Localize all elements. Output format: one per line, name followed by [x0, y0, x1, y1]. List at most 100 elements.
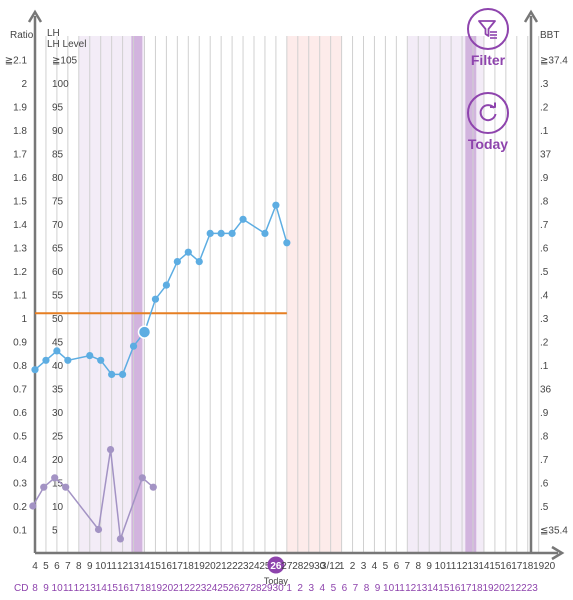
data-point — [42, 356, 50, 364]
x-date-label: 16 — [161, 561, 173, 572]
bbt-tick-label: .5 — [540, 502, 549, 513]
ratio-tick-label: ≧2.1 — [5, 56, 28, 67]
lh-tick-label: 65 — [52, 244, 64, 255]
data-point — [51, 474, 59, 482]
ratio-tick-label: 0.7 — [13, 385, 27, 396]
lh-tick-label: 10 — [52, 502, 64, 513]
ratio-tick-label: 0.9 — [13, 338, 27, 349]
bbt-tick-label: ≦35.4 — [540, 526, 568, 537]
data-point — [149, 483, 157, 491]
highlight-point — [137, 325, 152, 339]
cycle-day-label: 5 — [331, 583, 337, 594]
cycle-day-label: 18 — [140, 583, 152, 594]
cycle-day-label: 1 — [286, 583, 292, 594]
x-date-label: 9 — [87, 561, 93, 572]
ratio-tick-label: 0.1 — [13, 526, 27, 537]
x-date-label: 24 — [248, 561, 260, 572]
bbt-tick-label: .9 — [540, 173, 549, 184]
cd-label: CD — [14, 583, 28, 594]
lh-tick-label: 95 — [52, 103, 64, 114]
ratio-tick-label: 1.3 — [13, 244, 27, 255]
x-date-label: 26 — [270, 561, 282, 572]
cycle-day-label: 22 — [516, 583, 528, 594]
lh-tick-label: 50 — [52, 314, 64, 325]
data-point — [184, 248, 192, 256]
bbt-axis-arrow — [523, 9, 539, 23]
x-date-label: 22 — [227, 561, 239, 572]
lh-tick-label: 45 — [52, 338, 64, 349]
data-point — [64, 356, 72, 364]
data-point — [53, 347, 61, 355]
ratio-tick-label: 0.6 — [13, 408, 27, 419]
cycle-day-label: 17 — [129, 583, 141, 594]
x-date-label: 4 — [32, 561, 38, 572]
bbt-tick-label: .9 — [540, 408, 549, 419]
cycle-day-label: 18 — [471, 583, 483, 594]
ratio-tick-label: 0.8 — [13, 361, 27, 372]
x-date-label: 5 — [383, 561, 389, 572]
ratio-axis-title: Ratio — [10, 30, 34, 41]
cycle-day-label: 4 — [320, 583, 326, 594]
cycle-day-label: 6 — [342, 583, 348, 594]
x-date-label: 5 — [43, 561, 49, 572]
data-point — [228, 229, 236, 237]
ratio-tick-label: 1.7 — [13, 150, 27, 161]
x-date-label: 29 — [303, 561, 315, 572]
x-date-label: 13 — [128, 561, 140, 572]
bbt-tick-label: .3 — [540, 79, 549, 90]
cycle-day-label: 20 — [494, 583, 506, 594]
ratio-tick-label: 1.8 — [13, 126, 27, 137]
x-date-label: 20 — [544, 561, 556, 572]
lh-tick-label: 55 — [52, 291, 64, 302]
ratio-tick-label: 1.5 — [13, 197, 27, 208]
cycle-day-label: 9 — [375, 583, 381, 594]
cycle-day-label: 29 — [261, 583, 273, 594]
lh-tick-label: 30 — [52, 408, 64, 419]
cycle-day-label: 14 — [96, 583, 108, 594]
x-date-label: 30 — [314, 561, 326, 572]
series — [29, 201, 291, 543]
data-point — [283, 239, 291, 247]
axes: ≧2.1 ≧105 ≧37.42 100.31.9 95.21.8 90.11.7 85 37… — [5, 9, 568, 594]
cycle-day-label: 28 — [250, 583, 262, 594]
x-date-label: 10 — [95, 561, 107, 572]
lh-tick-label: 100 — [52, 79, 69, 90]
filter-button[interactable]: Filter — [460, 8, 516, 68]
today-button[interactable]: Today — [460, 92, 516, 152]
cycle-day-label: 11 — [394, 583, 405, 594]
cycle-day-label: 13 — [85, 583, 97, 594]
bbt-tick-label: .2 — [540, 103, 549, 114]
cycle-day-label: 16 — [449, 583, 461, 594]
x-date-label: 7 — [405, 561, 411, 572]
ratio-tick-label: 1.2 — [13, 267, 27, 278]
filter-label: Filter — [470, 52, 506, 68]
x-date-label: 3 — [361, 561, 367, 572]
bbt-tick-label: .1 — [540, 126, 549, 137]
x-date-label: 19 — [194, 561, 206, 572]
lh-tick-label: 85 — [52, 150, 64, 161]
cycle-day-label: 11 — [63, 583, 74, 594]
x-date-label: 12 — [456, 561, 468, 572]
cycle-day-label: 10 — [383, 583, 395, 594]
x-date-label: 14 — [478, 561, 490, 572]
cycle-bands — [78, 36, 484, 553]
ratio-tick-label: 0.3 — [13, 479, 27, 490]
cycle-day-label: 27 — [239, 583, 251, 594]
lh-tick-label: 15 — [52, 479, 64, 490]
lh-tick-label: 70 — [52, 220, 64, 231]
series-line — [34, 202, 288, 376]
data-point — [119, 370, 127, 378]
x-date-label: 15 — [489, 561, 501, 572]
x-date-label: 14 — [139, 561, 151, 572]
x-date-label: 7 — [65, 561, 71, 572]
x-date-label: 11 — [446, 561, 457, 572]
x-axis-arrow — [551, 545, 565, 561]
lh-tick-label: 60 — [52, 267, 64, 278]
x-date-label: 17 — [511, 561, 523, 572]
data-point — [94, 525, 103, 534]
today-caption: Today — [264, 576, 289, 586]
data-point — [272, 201, 280, 209]
cycle-day-label: 15 — [107, 583, 119, 594]
lh-tick-label: 25 — [52, 432, 64, 443]
cycle-day-label: 25 — [217, 583, 229, 594]
